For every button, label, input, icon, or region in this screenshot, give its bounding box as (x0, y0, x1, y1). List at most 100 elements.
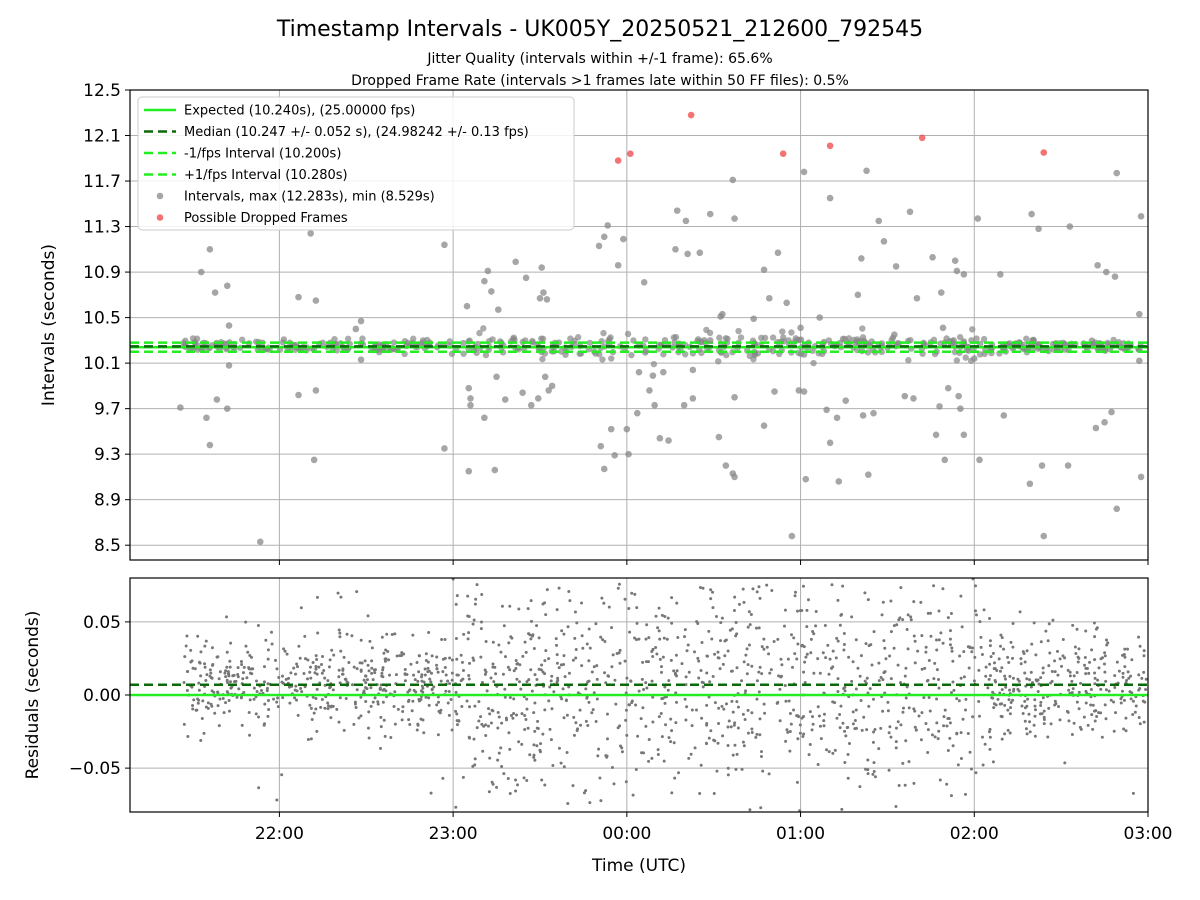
residual-point (363, 659, 367, 663)
residual-point (437, 709, 441, 713)
residual-point (496, 726, 500, 730)
interval-point (715, 433, 723, 441)
residual-point (850, 615, 854, 619)
residual-point (1019, 662, 1023, 666)
interval-point (595, 242, 603, 250)
interval-point (491, 466, 499, 474)
residual-point (1006, 708, 1010, 712)
residual-point (717, 656, 721, 660)
residual-point (948, 629, 952, 633)
residual-point (987, 730, 991, 734)
residual-point (373, 668, 377, 672)
residual-point (578, 708, 582, 712)
interval-point (608, 355, 615, 362)
interval-point (571, 340, 578, 348)
interval-point (206, 246, 214, 253)
interval-point (534, 395, 542, 402)
residual-point (532, 753, 536, 757)
residual-point (742, 744, 746, 748)
residual-point (917, 714, 921, 718)
residual-point (441, 670, 445, 674)
residual-point (662, 636, 666, 640)
residual-point (199, 739, 203, 743)
y-axis-label-intervals: Intervals (seconds) (39, 244, 59, 406)
residual-point (241, 677, 245, 681)
interval-point (788, 532, 796, 540)
interval-point (1108, 408, 1115, 416)
residual-point (943, 708, 947, 712)
residual-point (882, 639, 886, 643)
residuals-xtick-label: 00:00 (602, 824, 651, 844)
residual-point (461, 775, 465, 779)
interval-point (352, 325, 360, 333)
residual-point (323, 683, 327, 687)
residual-point (759, 806, 763, 810)
residual-point (330, 648, 334, 652)
residual-point (514, 778, 518, 782)
interval-point (816, 314, 823, 321)
residual-point (724, 702, 728, 706)
residual-point (618, 648, 622, 652)
residual-point (429, 671, 433, 675)
residual-point (733, 595, 737, 599)
residual-point (496, 711, 500, 715)
interval-point (910, 395, 917, 402)
residual-point (1007, 660, 1011, 664)
interval-point (722, 462, 730, 469)
residual-point (495, 785, 499, 789)
residual-point (825, 748, 829, 752)
residual-point (516, 783, 520, 787)
residual-point (364, 681, 368, 685)
residual-point (444, 689, 448, 693)
residual-point (1137, 688, 1141, 692)
residual-point (1067, 719, 1071, 723)
residual-point (744, 689, 748, 693)
residual-point (898, 616, 902, 620)
interval-point (310, 456, 318, 464)
residual-point (946, 616, 950, 620)
residual-point (472, 658, 476, 662)
residual-point (701, 685, 705, 689)
residual-point (484, 670, 488, 674)
residual-point (521, 654, 525, 658)
residual-point (808, 743, 812, 747)
residual-point (1009, 701, 1013, 705)
residual-point (1008, 688, 1012, 692)
residual-point (479, 627, 483, 631)
residual-point (455, 719, 459, 723)
residual-point (1061, 654, 1065, 658)
residual-point (920, 667, 924, 671)
intervals-ytick-label: 8.5 (94, 536, 121, 556)
residual-point (600, 596, 604, 600)
residual-point (592, 691, 596, 695)
residual-point (1124, 729, 1128, 733)
residuals-ytick-label: 0.05 (83, 613, 121, 633)
residual-point (281, 674, 285, 678)
residual-point (599, 635, 603, 639)
residual-point (711, 675, 715, 679)
residuals-ytick-label: −0.05 (69, 759, 121, 779)
residual-point (273, 658, 277, 662)
chart-subtitle-dropped: Dropped Frame Rate (intervals >1 frames … (351, 73, 849, 89)
interval-point (765, 294, 773, 302)
residual-point (339, 649, 343, 653)
residual-point (247, 711, 251, 715)
residual-point (439, 679, 443, 683)
residual-point (355, 590, 359, 594)
residual-point (1126, 670, 1130, 674)
legend-swatch (156, 192, 164, 200)
residual-point (939, 631, 943, 635)
residual-point (394, 673, 398, 677)
residual-point (899, 723, 903, 727)
residual-point (1104, 717, 1108, 721)
residual-point (912, 600, 916, 604)
residual-point (696, 656, 700, 660)
residual-point (743, 717, 747, 721)
residual-point (663, 685, 667, 689)
residual-point (266, 714, 270, 718)
residual-point (454, 602, 458, 606)
residual-point (1017, 689, 1021, 693)
residual-point (1124, 716, 1128, 720)
interval-point (689, 366, 697, 374)
interval-point (1038, 462, 1046, 469)
